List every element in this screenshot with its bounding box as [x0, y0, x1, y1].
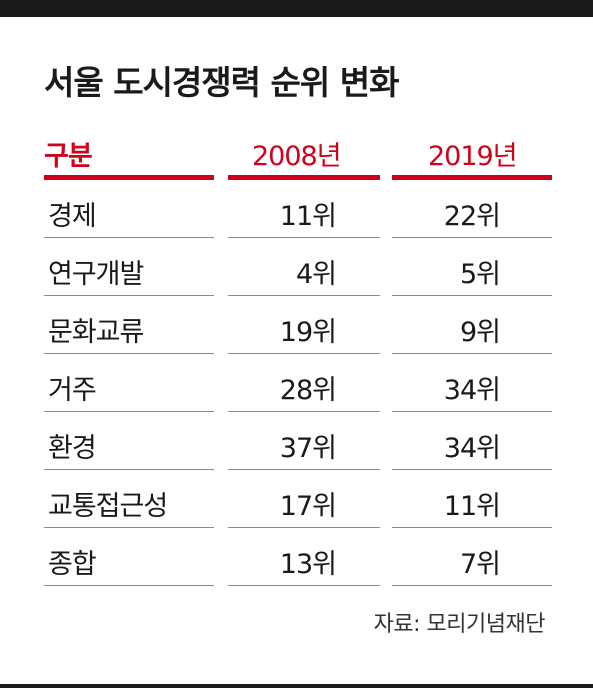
row-divider	[392, 411, 552, 412]
table-row: 종합 13위 7위	[0, 528, 593, 586]
row-rank-2008: 17위	[279, 491, 337, 522]
page-title: 서울 도시경쟁력 순위 변화	[44, 63, 399, 102]
row-divider	[392, 295, 552, 296]
row-rank-2008: 37위	[279, 433, 337, 464]
table-row: 연구개발 4위 5위	[0, 238, 593, 296]
header-year-2019: 2019년	[428, 141, 518, 172]
row-category: 경제	[48, 201, 97, 232]
header-category: 구분	[44, 141, 93, 172]
row-divider	[228, 527, 380, 528]
row-divider	[228, 585, 380, 586]
row-rank-2019: 11위	[443, 491, 501, 522]
row-category: 문화교류	[48, 317, 144, 348]
row-rank-2019: 9위	[459, 317, 501, 348]
row-rank-2008: 11위	[279, 201, 337, 232]
row-divider	[228, 411, 380, 412]
row-category: 거주	[48, 375, 97, 406]
row-category: 종합	[48, 549, 97, 580]
row-category: 연구개발	[48, 259, 144, 290]
row-rank-2019: 34위	[443, 433, 501, 464]
row-category: 교통접근성	[48, 491, 168, 522]
table-row: 문화교류 19위 9위	[0, 296, 593, 354]
header-rule	[44, 175, 214, 180]
row-divider	[228, 469, 380, 470]
row-divider	[392, 353, 552, 354]
row-rank-2019: 5위	[459, 259, 501, 290]
bottom-bar	[0, 684, 593, 688]
row-divider	[228, 237, 380, 238]
row-rank-2019: 22위	[443, 201, 501, 232]
row-rank-2008: 28위	[279, 375, 337, 406]
row-divider	[228, 353, 380, 354]
row-divider	[392, 527, 552, 528]
header-rule	[392, 175, 552, 180]
table-row: 교통접근성 17위 11위	[0, 470, 593, 528]
header-year-2008: 2008년	[252, 141, 342, 172]
header-rule	[228, 175, 380, 180]
table-row: 환경 37위 34위	[0, 412, 593, 470]
row-rank-2008: 4위	[295, 259, 337, 290]
row-divider	[392, 585, 552, 586]
row-divider	[44, 237, 214, 238]
row-divider	[44, 527, 214, 528]
row-rank-2008: 19위	[279, 317, 337, 348]
top-bar	[0, 0, 593, 17]
row-rank-2019: 7위	[459, 549, 501, 580]
row-divider	[44, 353, 214, 354]
row-divider	[392, 469, 552, 470]
row-divider	[44, 585, 214, 586]
row-divider	[44, 295, 214, 296]
source-note: 자료: 모리기념재단	[373, 612, 546, 637]
table-row: 경제 11위 22위	[0, 180, 593, 238]
row-divider	[44, 411, 214, 412]
row-category: 환경	[48, 433, 97, 464]
row-divider	[392, 237, 552, 238]
row-rank-2019: 34위	[443, 375, 501, 406]
row-divider	[228, 295, 380, 296]
row-divider	[44, 469, 214, 470]
row-rank-2008: 13위	[279, 549, 337, 580]
table-row: 거주 28위 34위	[0, 354, 593, 412]
